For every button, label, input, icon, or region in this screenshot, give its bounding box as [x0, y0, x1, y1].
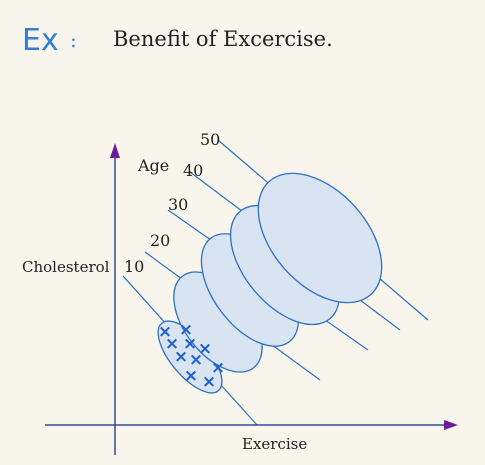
data-point-marker: ×: [179, 320, 193, 340]
data-point-marker: ×: [184, 366, 198, 386]
age-label-20: 20: [150, 231, 170, 250]
x-axis-label: Exercise: [242, 435, 307, 453]
data-point-marker: ×: [174, 347, 188, 367]
data-point-marker: ×: [202, 372, 216, 392]
title-colon: :: [70, 28, 77, 52]
age-label-30: 30: [168, 195, 188, 214]
age-label-40: 40: [183, 161, 203, 180]
title-prefix: Ex: [22, 23, 59, 58]
data-point-marker: ×: [198, 339, 212, 359]
y-axis-label: Cholesterol: [22, 258, 110, 276]
age-tick-labels: 10 20 30 40 50: [124, 130, 220, 276]
data-point-marker: ×: [183, 334, 197, 354]
data-point-marker: ×: [165, 334, 179, 354]
data-point-marker: ×: [189, 350, 203, 370]
age-label-50: 50: [200, 130, 220, 149]
age-clusters: [157, 172, 383, 394]
age-50-cluster: [257, 172, 383, 304]
data-point-markers: × ×× × ×× × ×× ×: [158, 320, 225, 392]
data-point-marker: ×: [158, 322, 172, 342]
y-axis-arrowhead: [110, 143, 120, 158]
data-point-marker: ×: [211, 358, 225, 378]
axes: [45, 143, 458, 455]
age-group-label: Age: [137, 156, 169, 175]
x-axis-arrowhead: [444, 420, 458, 430]
age-label-10: 10: [124, 257, 144, 276]
title-text: Benefit of Excercise.: [113, 27, 333, 51]
